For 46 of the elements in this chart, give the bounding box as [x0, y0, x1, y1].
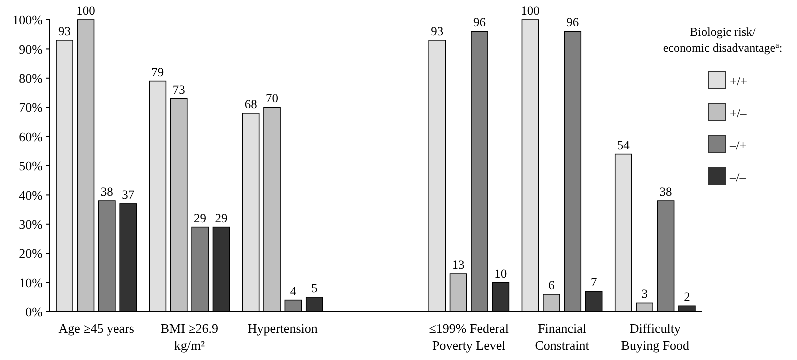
data-label: 96 [473, 16, 486, 30]
x-tick-label: ≤199% Federal Poverty Level [429, 321, 510, 353]
legend-label: –/– [729, 170, 747, 184]
data-label: 4 [290, 284, 298, 298]
data-label: 73 [172, 82, 186, 97]
data-label: 54 [617, 138, 631, 152]
y-tick-label: 100% [12, 12, 44, 28]
x-tick-label: BMI ≥26.9 kg/m² [160, 321, 219, 353]
data-label: 79 [152, 65, 164, 80]
y-tick-label: 70% [19, 100, 44, 116]
data-label: 2 [684, 290, 690, 304]
data-label: 93 [58, 24, 72, 38]
data-label: 100 [76, 4, 96, 18]
y-tick-label: 0% [26, 304, 44, 320]
data-label: 38 [660, 185, 672, 200]
y-tick-label: 40% [19, 188, 44, 203]
data-label: 29 [215, 211, 228, 226]
data-label: 6 [548, 278, 555, 292]
data-label: 3 [642, 287, 648, 302]
data-label: 96 [566, 16, 580, 30]
legend-label: +/– [730, 106, 748, 120]
y-tick-label: 30% [19, 216, 44, 232]
legend-label: +/+ [730, 74, 748, 88]
data-label: 100 [521, 4, 540, 18]
data-label: 38 [100, 185, 114, 200]
data-label: 70 [266, 92, 279, 106]
x-tick-label: Difficulty Buying Food [621, 321, 690, 353]
data-label: 10 [494, 266, 508, 281]
data-label: 37 [122, 188, 135, 202]
data-label: 13 [452, 258, 465, 272]
y-tick-label: 10% [19, 275, 44, 290]
data-label: 93 [431, 24, 444, 38]
data-label: 5 [312, 281, 318, 296]
legend-title: Biologic risk/ economic disadvantage$^{a}$: [663, 25, 783, 55]
x-tick-label: Hypertension [248, 321, 318, 336]
x-tick-label: Age ≥45 years [58, 321, 134, 336]
y-tick-label: 80% [19, 70, 44, 86]
y-tick-label: 20% [19, 246, 44, 262]
data-label: 29 [194, 211, 207, 226]
legend-label: –/+ [729, 138, 747, 152]
x-tick-label: Financial Constraint [535, 321, 590, 353]
y-tick-label: 50% [19, 158, 44, 174]
y-tick-label: 60% [19, 129, 44, 144]
data-label: 68 [244, 97, 258, 112]
data-label: 7 [590, 276, 598, 290]
y-tick-label: 90% [19, 42, 44, 57]
